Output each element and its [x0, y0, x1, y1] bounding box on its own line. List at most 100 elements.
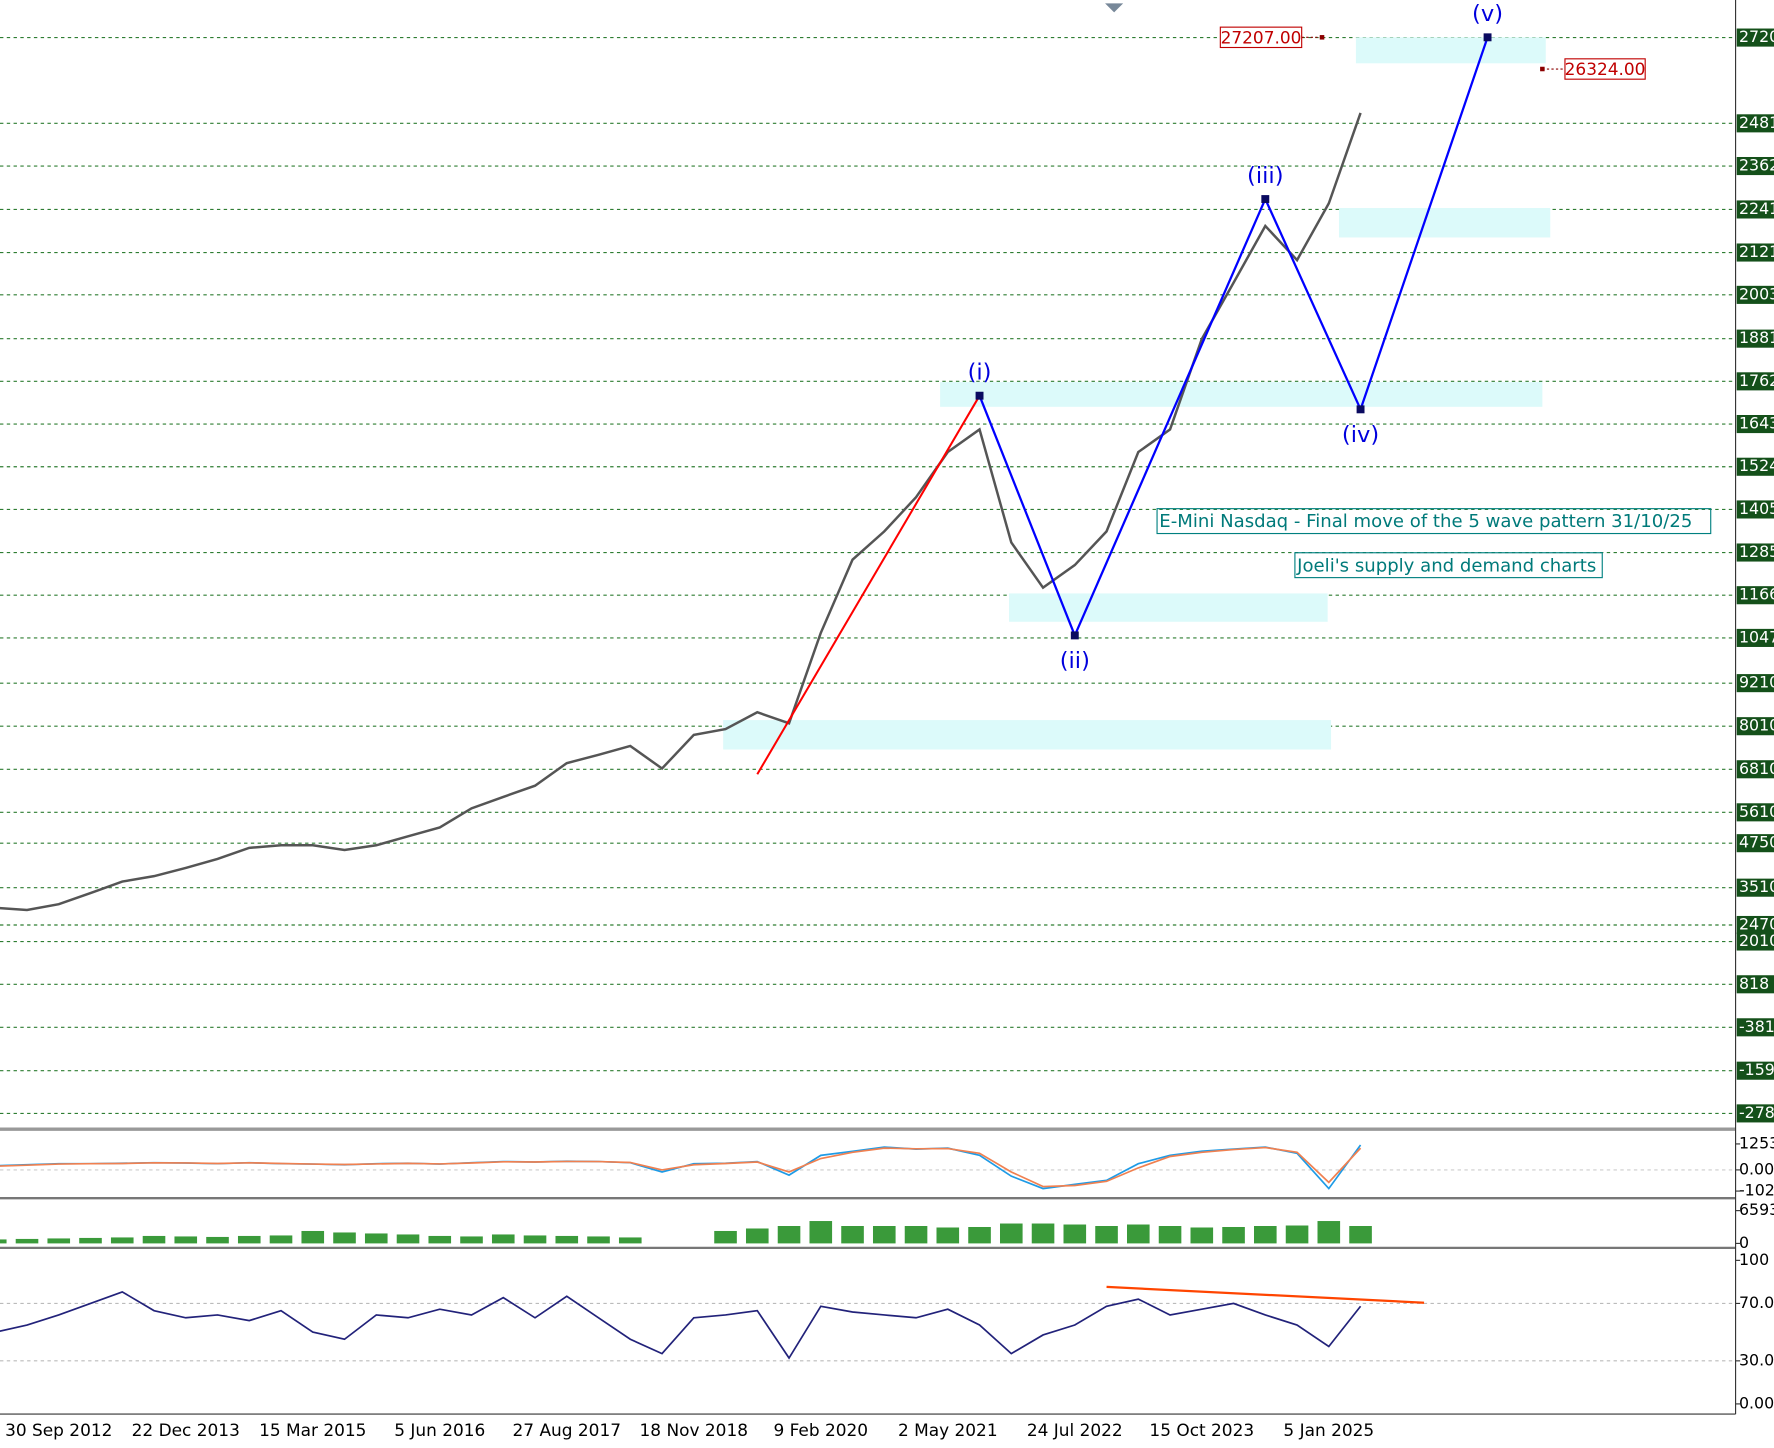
y-tick-label: 9210: [1739, 673, 1774, 692]
level-label: 27207.00: [1221, 27, 1302, 47]
annotation: Joeli's supply and demand charts: [1296, 555, 1596, 576]
volume-bar: [587, 1236, 610, 1244]
annotation: E-Mini Nasdaq - Final move of the 5 wave…: [1159, 511, 1692, 532]
x-tick-label: 22 Dec 2013: [132, 1420, 240, 1440]
tick-label-bg: [1736, 760, 1774, 779]
supply-demand-zone: [1009, 593, 1328, 622]
tick-label-bg: [1736, 674, 1774, 693]
volume-bar: [1349, 1226, 1372, 1244]
volume-bar: [1317, 1221, 1341, 1244]
y-tick-label: 17620: [1739, 371, 1774, 390]
y-tick-label: 2470: [1739, 914, 1774, 933]
level-dot: [1319, 35, 1325, 40]
y-tick-label: 10470: [1739, 627, 1774, 646]
volume-bar: [841, 1226, 864, 1244]
wave-point: [1261, 195, 1270, 204]
y-tick-label: 22410: [1739, 199, 1774, 218]
volume-bar: [364, 1233, 388, 1244]
impulse-line: [756, 395, 981, 775]
trend-line: [1106, 1285, 1425, 1304]
y-tick-label: 18810: [1739, 328, 1774, 347]
volume-bar: [460, 1236, 483, 1244]
volume-bar: [1158, 1226, 1182, 1244]
tick-label-bg: [1736, 243, 1774, 262]
supply-demand-zone: [1355, 37, 1546, 64]
x-tick-label: 15 Mar 2015: [259, 1420, 366, 1440]
volume-bar: [301, 1230, 325, 1244]
x-tick-label: 30 Sep 2012: [5, 1420, 112, 1440]
supply-demand-zone: [1338, 208, 1551, 238]
y-tick-label: 15240: [1739, 456, 1774, 475]
y-tick-label: 0.00: [1739, 1159, 1774, 1178]
volume-bar: [15, 1238, 39, 1244]
y-tick-label: 70.00: [1739, 1293, 1774, 1312]
wave-label: (i): [968, 360, 992, 386]
y-tick-label: 3510: [1739, 877, 1774, 896]
volume-bar: [1031, 1223, 1055, 1244]
volume-bar: [47, 1238, 71, 1244]
x-tick-label: 9 Feb 2020: [773, 1420, 868, 1440]
volume-bar: [110, 1237, 134, 1244]
volume-bar: [1126, 1224, 1150, 1244]
tick-label-bg: [1736, 628, 1774, 647]
series-line: [0, 1146, 1362, 1188]
volume-bar: [1190, 1227, 1214, 1244]
volume-bar: [0, 1239, 7, 1244]
wave-point: [1483, 33, 1492, 42]
x-tick-label: 5 Jun 2016: [394, 1420, 485, 1440]
y-tick-label: 12850: [1739, 542, 1774, 561]
volume-bar: [809, 1221, 833, 1244]
y-tick-label: -2780: [1739, 1103, 1774, 1122]
volume-bar: [872, 1226, 896, 1244]
tick-label-bg: [1736, 457, 1774, 476]
y-tick-label: -1020: [1739, 1181, 1774, 1200]
y-tick-label: 20030: [1739, 284, 1774, 303]
wave-point: [1070, 631, 1079, 640]
volume-bar: [1095, 1226, 1118, 1244]
tick-label-bg: [1736, 803, 1774, 822]
tick-label-bg: [1736, 915, 1774, 935]
y-tick-label: 5610: [1739, 802, 1774, 821]
y-tick-label: 24810: [1739, 113, 1774, 132]
y-tick-label: 2010: [1739, 931, 1774, 950]
volume-bar: [1063, 1224, 1087, 1244]
series-line: [0, 112, 1362, 912]
volume-bar: [206, 1236, 229, 1244]
tick-label-bg: [1736, 415, 1774, 434]
y-tick-label: 4750: [1739, 833, 1774, 852]
y-tick-label: 23620: [1739, 156, 1774, 175]
tick-label-bg: [1736, 200, 1774, 219]
tick-label-bg: [1736, 543, 1774, 562]
tick-label-bg: [1736, 975, 1774, 994]
x-tick-label: 15 Oct 2023: [1149, 1420, 1254, 1440]
tick-label-bg: [1736, 878, 1774, 897]
volume-bar: [396, 1234, 420, 1244]
wave-line: [1073, 198, 1267, 636]
annotation-box: [1156, 508, 1712, 535]
y-tick-label: 0.00: [1739, 1393, 1774, 1412]
tick-label-bg: [1736, 372, 1774, 391]
volume-bar: [618, 1237, 642, 1244]
series-line: [0, 1290, 1362, 1360]
tick-label-bg: [1736, 932, 1774, 951]
wave-line: [1359, 36, 1489, 410]
volume-bar: [333, 1232, 356, 1244]
wave-label: (iv): [1342, 422, 1379, 448]
volume-bar: [523, 1235, 547, 1244]
shift-marker: [1105, 3, 1124, 13]
tick-label-bg: [1736, 156, 1774, 176]
volume-bar: [555, 1235, 579, 1244]
volume-bar: [1222, 1226, 1245, 1244]
volume-bar: [777, 1226, 801, 1244]
level-box: [1564, 58, 1646, 80]
y-tick-label: -381: [1739, 1017, 1774, 1036]
y-tick-label: 8010: [1739, 716, 1774, 735]
tick-label-bg: [1736, 717, 1774, 736]
volume-bar: [174, 1236, 198, 1244]
wave-point: [1356, 405, 1365, 414]
wave-line: [1264, 198, 1362, 410]
volume-bar: [1254, 1226, 1277, 1244]
volume-bar: [968, 1226, 991, 1244]
y-tick-label: 6810: [1739, 759, 1774, 778]
volume-bar: [142, 1235, 166, 1244]
